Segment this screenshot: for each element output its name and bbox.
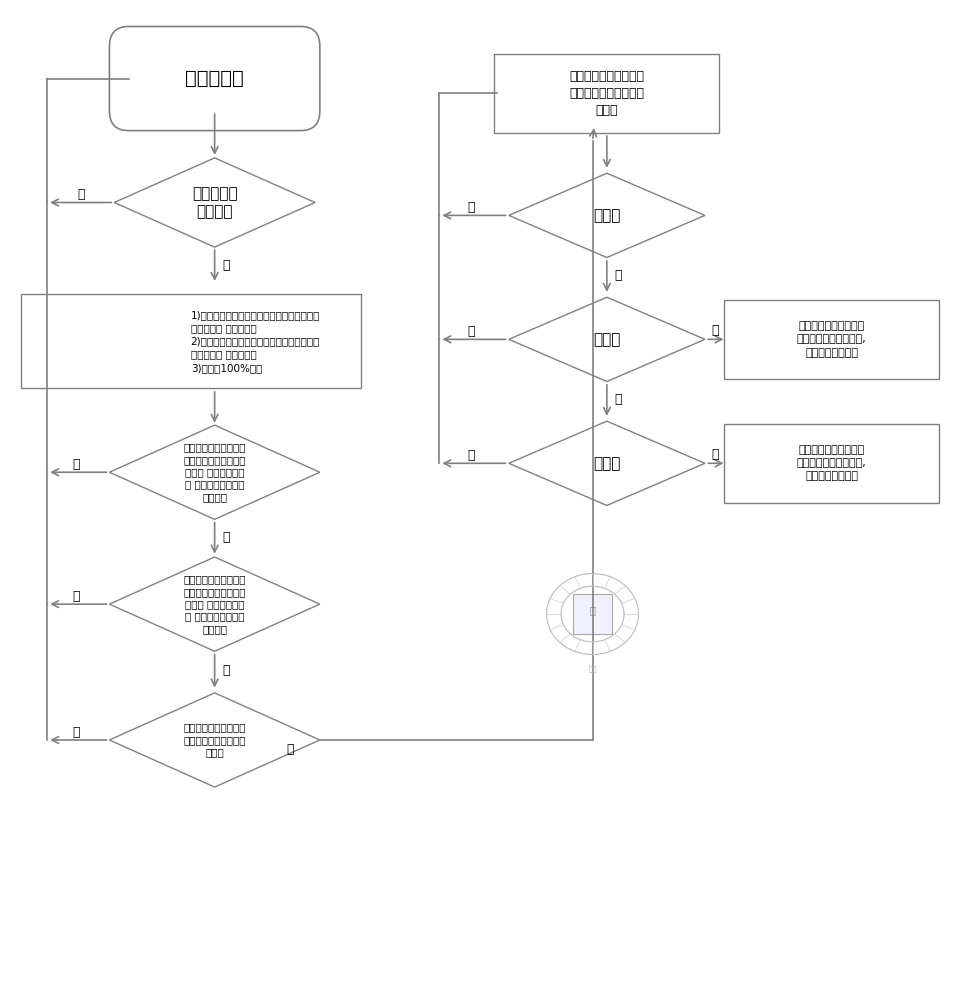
Text: 减载区: 减载区 [593,456,620,471]
Polygon shape [509,297,704,381]
Text: 否: 否 [77,188,85,201]
Text: 是: 是 [287,743,294,756]
Polygon shape [509,421,704,505]
FancyBboxPatch shape [494,54,719,133]
Text: 否: 否 [72,590,80,603]
Text: 是: 是 [222,531,230,544]
Polygon shape [109,693,319,787]
Text: 加载区: 加载区 [593,332,620,347]
FancyBboxPatch shape [109,26,319,131]
Text: 否: 否 [467,449,475,462]
FancyBboxPatch shape [724,300,939,379]
Text: 是: 是 [711,448,719,461]
FancyBboxPatch shape [573,594,612,634]
Text: 每组回风阀根据设定：
开机时是否需要开启最
小输出 和反馈信号比
较 来判断回风阀是否
执行到位: 每组回风阀根据设定： 开机时是否需要开启最 小输出 和反馈信号比 较 来判断回风… [183,574,246,634]
Text: 稳定区: 稳定区 [593,208,620,223]
Polygon shape [109,557,319,651]
Text: 否: 否 [72,458,80,471]
Text: 所有控制器上的送风机
逐个开启，并以最小速
度运行: 所有控制器上的送风机 逐个开启，并以最小速 度运行 [569,70,645,117]
FancyBboxPatch shape [724,424,939,503]
Text: 是: 是 [222,664,230,677]
FancyBboxPatch shape [21,294,361,388]
Text: 是: 是 [711,324,719,337]
Text: 否: 否 [615,269,622,282]
Text: 是: 是 [467,201,475,214]
Text: 王: 王 [590,605,595,615]
Text: 每组新风阀根据设定：
开机时是否需要开启最
小输出 和反馈信号比
较 来判断新风阀是否
执行到位: 每组新风阀根据设定： 开机时是否需要开启最 小输出 和反馈信号比 较 来判断新风… [183,442,246,502]
Text: 集控器按键
开机状态: 集控器按键 开机状态 [192,186,237,219]
Polygon shape [114,158,316,247]
Text: 控制器上电: 控制器上电 [185,69,244,88]
Text: 所有控制器上的送风机
开始周期性的减少输出,
直到最少输出限制: 所有控制器上的送风机 开始周期性的减少输出, 直到最少输出限制 [797,445,867,482]
Text: 否: 否 [615,393,622,406]
Text: 1)每组新风阀根据设定：开机时是否需要开启
到最小输出 来执行动作
2)每组回风阀根据设定：开机时是否需要开启
到最小输出 来执行动作
3)排风阀100%开启: 1)每组新风阀根据设定：开机时是否需要开启 到最小输出 来执行动作 2)每组回风… [191,310,320,373]
Text: 每组排风阀根据运行反
馈，判断排风阀是否执
行到位: 每组排风阀根据运行反 馈，判断排风阀是否执 行到位 [183,723,246,757]
Text: 图片: 图片 [589,665,596,672]
Text: 否: 否 [72,726,80,739]
Polygon shape [509,173,704,258]
Text: 所有控制器上的送风机
开始周期性的增加输出,
直到最大输出限制: 所有控制器上的送风机 开始周期性的增加输出, 直到最大输出限制 [797,321,867,358]
Text: 是: 是 [222,259,230,272]
Text: 否: 否 [467,325,475,338]
Polygon shape [109,425,319,519]
